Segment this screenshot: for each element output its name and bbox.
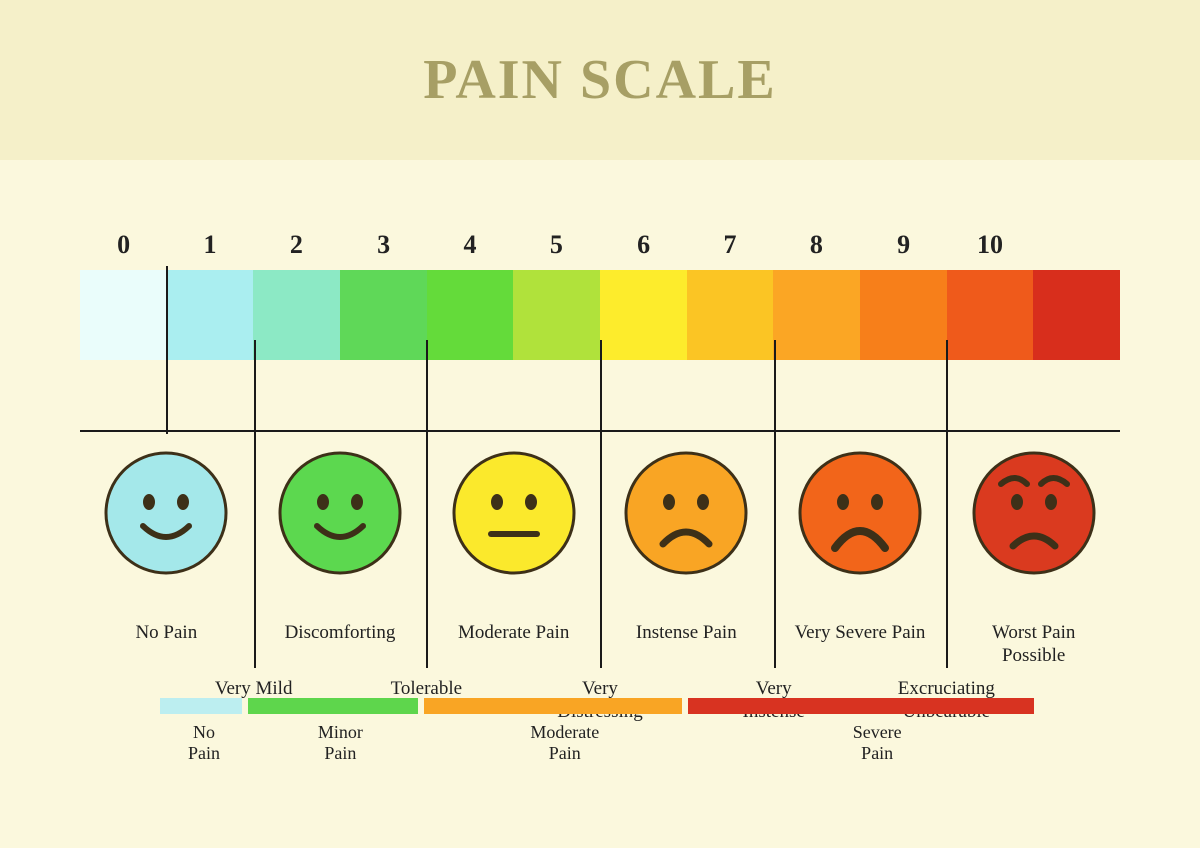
scale-container: 0 1 2 3 4 5 6 7 8 9 10 [80,230,1120,360]
scale-segment-1 [167,270,254,360]
scale-segment-7 [687,270,774,360]
scale-segment-9 [860,270,947,360]
scale-number-5: 5 [550,230,563,260]
pain-scale-infographic: PAIN SCALE 0 1 2 3 4 5 6 7 8 9 10 [0,0,1200,848]
scale-segment-0 [80,270,167,360]
scale-number-7: 7 [724,230,737,260]
legend-segment-1 [248,698,418,714]
faces-row [80,448,1120,598]
legend-label-1: Minor Pain [318,722,363,763]
scale-number-3: 3 [377,230,390,260]
legend-segment-2 [424,698,682,714]
scale-number-2: 2 [290,230,303,260]
header-band: PAIN SCALE [0,0,1200,160]
scale-segment-10 [947,270,1034,360]
face-3-icon [621,448,751,578]
face-0-icon [101,448,231,578]
legend-label-0: No Pain [188,722,220,763]
body-band: 0 1 2 3 4 5 6 7 8 9 10 [0,160,1200,848]
scale-segment-4 [427,270,514,360]
scale-segment-3 [340,270,427,360]
page-title: PAIN SCALE [423,48,776,112]
legend-labels: No Pain Minor Pain Moderate Pain Severe Pai… [160,722,1040,772]
legend-segment-0 [160,698,242,714]
scale-number-4: 4 [464,230,477,260]
upper-label-3: Instense Pain [636,622,737,645]
legend-bar [160,698,1040,714]
scale-number-9: 9 [897,230,910,260]
upper-label-1: Discomforting [285,622,396,645]
scale-numbers-row: 0 1 2 3 4 5 6 7 8 9 10 [80,230,1120,270]
legend: No Pain Minor Pain Moderate Pain Severe Pai… [160,698,1040,772]
legend-label-3: Severe Pain [853,722,902,763]
scale-number-6: 6 [637,230,650,260]
upper-label-2: Moderate Pain [458,622,569,645]
scale-segment-8 [773,270,860,360]
scale-number-8: 8 [810,230,823,260]
legend-segment-3 [688,698,1034,714]
upper-label-5: Worst Pain Possible [991,622,1077,668]
scale-segment-6 [600,270,687,360]
scale-segment-11 [1033,270,1120,360]
face-1-icon [275,448,405,578]
scale-tick-0 [166,266,168,434]
face-5-icon [969,448,1099,578]
upper-label-4: Very Severe Pain [795,622,926,645]
scale-number-10: 10 [977,230,1003,260]
scale-segment-2 [253,270,340,360]
scale-number-1: 1 [204,230,217,260]
scale-number-0: 0 [117,230,130,260]
face-2-icon [449,448,579,578]
legend-label-2: Moderate Pain [530,722,599,763]
face-4-icon [795,448,925,578]
scale-segment-5 [513,270,600,360]
upper-label-0: No Pain [135,622,197,645]
